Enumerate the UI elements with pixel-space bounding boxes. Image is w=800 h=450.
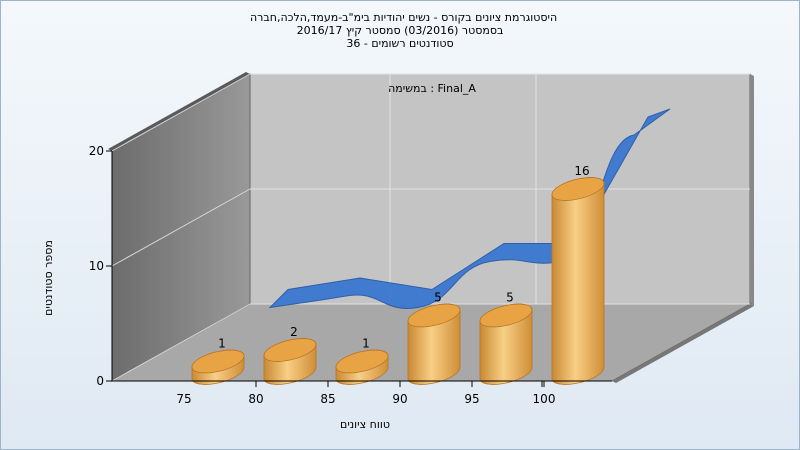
x-tick-label: 85	[320, 392, 335, 406]
bar-cap	[335, 349, 389, 374]
x-tick-label: 95	[464, 392, 479, 406]
bar-cap	[407, 303, 461, 328]
x-tick-label: 75	[176, 392, 191, 406]
side-gridline	[111, 303, 251, 382]
histogram-bar	[335, 349, 389, 385]
histogram-bar	[551, 177, 605, 385]
header-line-2: בסמסטר (03/2016) סמסטר קיץ 2016/17	[296, 24, 504, 37]
data-label: 1	[218, 337, 226, 351]
y-tick-label: 20	[89, 144, 104, 158]
x-axis-label: טווח ציונים	[340, 418, 390, 431]
data-label: 1	[362, 337, 370, 351]
y-tick-label: 10	[89, 259, 104, 273]
bar-cap	[263, 338, 317, 362]
side-wall-edge	[108, 72, 250, 151]
y-axis-label: מספר סטודנטים	[41, 240, 55, 316]
data-label: 5	[434, 291, 442, 305]
back-wall-edge	[750, 74, 754, 306]
x-tick-label: 100	[533, 392, 556, 406]
bar-cap	[551, 177, 605, 201]
histogram-bar	[263, 338, 317, 385]
histogram-bar	[479, 303, 533, 385]
bar-body	[551, 177, 605, 385]
x-tick-label: 80	[248, 392, 263, 406]
data-label: 16	[574, 164, 589, 178]
x-tick-label: 90	[392, 392, 407, 406]
y-tick-label: 0	[96, 374, 104, 388]
data-label: 5	[506, 291, 514, 305]
chart-title: במשימה : Final_A	[388, 82, 476, 95]
floor-edge	[612, 304, 754, 383]
histogram-bar	[191, 349, 245, 385]
header-line-3: סטודנטים רשומים - 36	[346, 37, 454, 50]
side-gridline	[111, 73, 251, 152]
chart-header: היסטוגרמת ציונים בקורס - נשים יהודיות בי…	[250, 11, 558, 50]
bar-cap	[191, 349, 245, 374]
bar-cap	[479, 303, 533, 328]
histogram-bar	[407, 303, 461, 385]
series-ribbon	[268, 108, 671, 309]
data-label: 2	[290, 325, 298, 339]
header-line-1: היסטוגרמת ציונים בקורס - נשים יהודיות בי…	[250, 11, 558, 24]
side-gridline	[111, 188, 251, 267]
